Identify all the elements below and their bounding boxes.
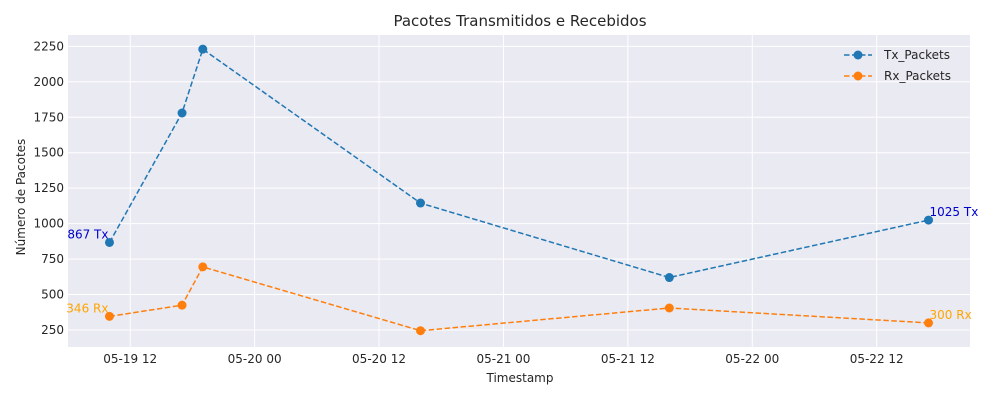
data-point-rx-packets [664, 303, 674, 313]
data-point-tx-packets [198, 44, 208, 54]
data-point-tx-packets [664, 273, 674, 283]
x-axis-label: Timestamp [486, 371, 554, 385]
data-point-tx-packets [924, 215, 934, 225]
data-point-rx-packets [104, 311, 114, 321]
x-tick-label: 05-21 12 [601, 352, 655, 366]
legend-label: Rx_Packets [884, 69, 951, 83]
series-line-rx-packets [109, 266, 929, 332]
y-tick-label: 1250 [33, 181, 64, 195]
legend-marker [853, 71, 863, 81]
data-point-tx-packets [104, 237, 114, 247]
x-axis-ticks: 05-19 12 05-20 00 05-20 12 05-21 00 05-21 12… [103, 352, 903, 366]
x-tick-label: 05-22 00 [725, 352, 779, 366]
data-point-tx-packets [416, 198, 426, 208]
data-point-rx-packets [416, 326, 426, 336]
x-tick-label: 05-21 00 [476, 352, 530, 366]
series-line-tx-packets [108, 48, 929, 279]
y-tick-label: 2250 [33, 39, 64, 53]
chart-title: Pacotes Transmitidos e Recebidos [393, 12, 646, 30]
y-tick-label: 1500 [33, 146, 64, 160]
x-tick-label: 05-19 12 [103, 352, 157, 366]
y-tick-label: 1750 [33, 110, 64, 124]
y-tick-label: 250 [41, 323, 64, 337]
annotations: 867 Tx 346 Rx 1025 Tx 300 Rx [66, 205, 978, 322]
y-axis-ticks: 250 500 750 1000 1250 1500 1750 2000 2250 [33, 39, 64, 337]
data-annotation: 1025 Tx [930, 205, 979, 219]
y-tick-label: 500 [41, 288, 64, 302]
data-annotation: 300 Rx [930, 308, 972, 322]
legend-marker [853, 50, 863, 60]
data-point-rx-packets [924, 318, 934, 328]
data-point-rx-packets [198, 262, 208, 272]
y-tick-label: 1000 [33, 217, 64, 231]
data-annotation: 346 Rx [66, 301, 108, 315]
x-tick-label: 05-20 12 [352, 352, 406, 366]
data-annotation: 867 Tx [67, 227, 108, 241]
x-tick-label: 05-20 00 [228, 352, 282, 366]
legend-label: Tx_Packets [883, 48, 950, 62]
data-point-rx-packets [177, 300, 187, 310]
x-tick-label: 05-22 12 [850, 352, 904, 366]
series [104, 44, 934, 336]
legend: Tx_Packets Rx_Packets [844, 48, 951, 83]
grid [68, 35, 970, 347]
y-axis-label: Número de Pacotes [14, 139, 28, 256]
data-point-tx-packets [177, 108, 187, 118]
y-tick-label: 750 [41, 252, 64, 266]
y-tick-label: 2000 [33, 75, 64, 89]
